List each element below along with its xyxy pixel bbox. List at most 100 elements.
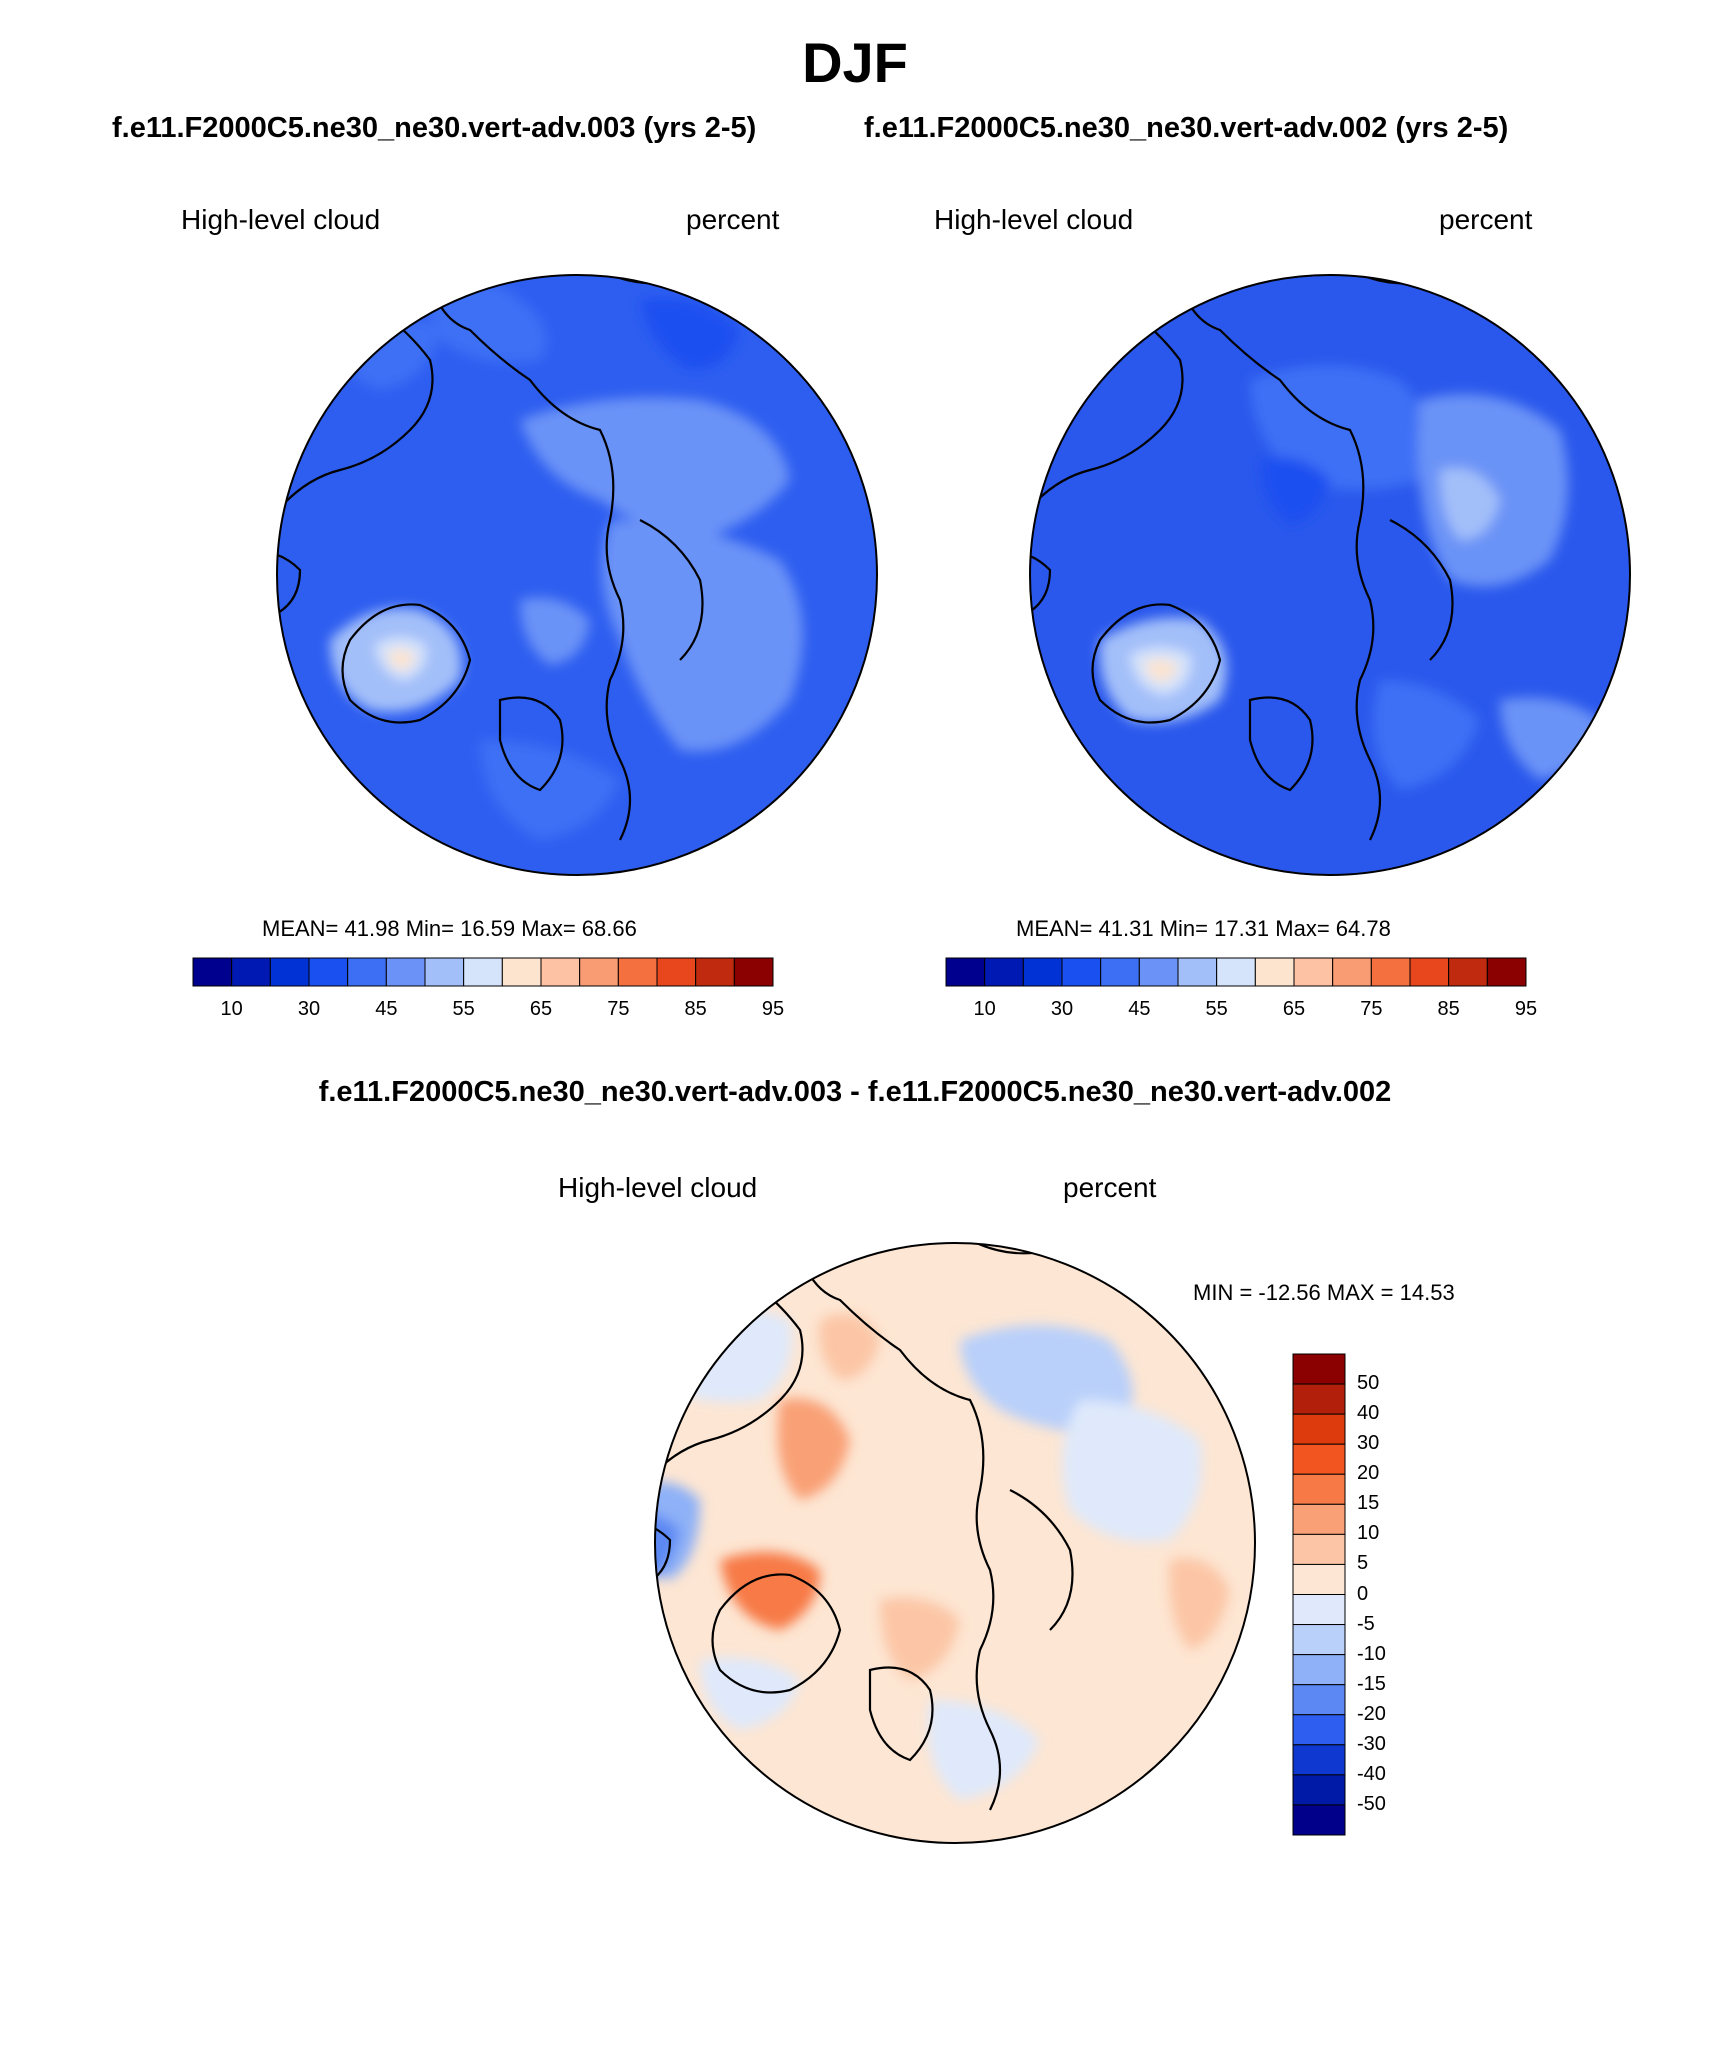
- panel-b-colorbar-cell: [1177, 957, 1218, 987]
- diff-colorbar-tick-label: 20: [1357, 1462, 1380, 1485]
- diff-colorbar-cell: [1292, 1744, 1346, 1776]
- panel-b-colorbar-cell: [1138, 957, 1179, 987]
- panel-b-colorbar-cell: [1061, 957, 1102, 987]
- panel-b-colorbar-tick-label: 85: [1437, 998, 1460, 1020]
- diff-colorbar-cell: [1292, 1774, 1346, 1806]
- panel-a-colorbar-cell: [385, 957, 426, 987]
- diff-stats: MIN = -12.56 MAX = 14.53: [1193, 1280, 1455, 1305]
- panel-a-colorbar-cell: [656, 957, 697, 987]
- diff-colorbar-cell: [1292, 1443, 1346, 1475]
- panel-a-colorbar-tick-label: 30: [297, 998, 321, 1020]
- panel-a-colorbar-tick-label: 75: [607, 998, 630, 1020]
- panel-b-colorbar-cell: [1216, 957, 1256, 987]
- panel-a-units: percent: [686, 204, 780, 235]
- panel-a-colorbar-cell: [579, 957, 619, 987]
- diff-units: percent: [1063, 1172, 1157, 1203]
- diff-colorbar-tick-label: -50: [1357, 1792, 1386, 1815]
- panel-b-colorbar-cell: [1409, 957, 1450, 987]
- diff-colorbar-cell: [1292, 1624, 1346, 1656]
- diff-colorbar-cell: [1292, 1563, 1346, 1595]
- diff-colorbar-cell: [1292, 1503, 1346, 1535]
- diff-colorbar-cell: [1292, 1413, 1346, 1445]
- panel-a-colorbar-cell: [269, 957, 310, 987]
- panel-b-colorbar-cell: [1293, 957, 1334, 987]
- panel-a-colorbar-tick-label: 95: [761, 998, 785, 1020]
- diff-colorbar-tick-label: 15: [1357, 1492, 1380, 1515]
- diff-colorbar-cell: [1292, 1804, 1346, 1836]
- diff-colorbar-tick-label: -5: [1357, 1612, 1375, 1635]
- panel-b-map: [1030, 275, 1630, 875]
- diff-colorbar-tick-label: -20: [1357, 1702, 1386, 1725]
- panel-b-colorbar-cell: [1100, 957, 1140, 987]
- panel-a-colorbar-tick-label: 55: [452, 998, 475, 1020]
- case-a-title: f.e11.F2000C5.ne30_ne30.vert-adv.003 (yr…: [112, 112, 757, 144]
- panel-a-colorbar-tick-label: 10: [220, 998, 243, 1020]
- panel-b-colorbar-cell: [1332, 957, 1372, 987]
- diff-colorbar-tick-label: 10: [1357, 1522, 1380, 1545]
- panel-b-units: percent: [1439, 204, 1533, 235]
- diff-colorbar-tick-label: 0: [1357, 1582, 1369, 1605]
- panel-a-border: [276, 274, 878, 876]
- panel-a-colorbar-cell: [231, 957, 271, 987]
- diff-title: f.e11.F2000C5.ne30_ne30.vert-adv.003 - f…: [318, 1076, 1392, 1108]
- diff-variable: High-level cloud: [558, 1172, 758, 1203]
- panel-b-stats: MEAN= 41.31 Min= 17.31 Max= 64.78: [1016, 916, 1391, 941]
- diff-colorbar-tick-label: -40: [1357, 1762, 1386, 1785]
- diff-colorbar: [1292, 1353, 1346, 1836]
- panel-b-colorbar-tick-label: 95: [1514, 998, 1538, 1020]
- panel-a-colorbar-cell: [617, 957, 658, 987]
- diff-colorbar-cell: [1292, 1533, 1346, 1565]
- diff-colorbar-cell: [1292, 1684, 1346, 1716]
- diff-colorbar-tick-label: 50: [1357, 1372, 1380, 1395]
- panel-a-colorbar-cell: [540, 957, 581, 987]
- panel-b-colorbar-tick-label: 65: [1282, 998, 1306, 1020]
- diff-colorbar-tick-label: -10: [1357, 1642, 1386, 1665]
- panel-b-colorbar-tick-label: 75: [1360, 998, 1383, 1020]
- panel-b-colorbar-cell: [1254, 957, 1295, 987]
- diff-map: [655, 1243, 1255, 1843]
- panel-a-colorbar-cell: [192, 957, 233, 987]
- panel-a-colorbar-cell: [424, 957, 465, 987]
- panel-b-colorbar-cell: [1486, 957, 1527, 987]
- panel-a-variable: High-level cloud: [181, 204, 381, 235]
- panel-a-map: [277, 275, 877, 875]
- panel-b-colorbar-tick-label: 55: [1205, 998, 1228, 1020]
- panel-b-variable: High-level cloud: [934, 204, 1134, 235]
- panel-a-colorbar-cell: [347, 957, 387, 987]
- panel-b-colorbar-cell: [1370, 957, 1411, 987]
- panel-b-colorbar-cell: [945, 957, 986, 987]
- panel-a-colorbar-cell: [463, 957, 503, 987]
- panel-b-colorbar-cell: [1448, 957, 1488, 987]
- diff-colorbar-cell: [1292, 1654, 1346, 1686]
- panel-a-colorbar-tick-label: 85: [684, 998, 707, 1020]
- panel-a-colorbar-tick-label: 45: [375, 998, 398, 1020]
- diff-colorbar-cell: [1292, 1383, 1346, 1415]
- panel-b-colorbar: [945, 957, 1527, 987]
- panel-a-colorbar: [192, 957, 774, 987]
- panel-a-colorbar-cell: [501, 957, 542, 987]
- panel-b-colorbar-cell: [984, 957, 1024, 987]
- panel-a-colorbar-tick-label: 65: [529, 998, 553, 1020]
- diff-colorbar-cell: [1292, 1353, 1346, 1385]
- diff-border: [654, 1242, 1256, 1844]
- main-title: DJF: [802, 31, 908, 94]
- diff-colorbar-tick-label: -15: [1357, 1672, 1386, 1695]
- panel-b-colorbar-tick-label: 30: [1050, 998, 1074, 1020]
- diff-colorbar-tick-label: 30: [1357, 1432, 1380, 1455]
- panel-b-colorbar-tick-label: 45: [1128, 998, 1151, 1020]
- diff-colorbar-cell: [1292, 1714, 1346, 1746]
- panel-a-colorbar-cell: [695, 957, 735, 987]
- panel-b-field: [1030, 275, 1630, 875]
- panel-b-colorbar-cell: [1022, 957, 1063, 987]
- diff-colorbar-tick-label: 5: [1357, 1552, 1369, 1575]
- panel-b-border: [1029, 274, 1631, 876]
- diff-colorbar-tick-label: 40: [1357, 1402, 1380, 1425]
- panel-a-colorbar-cell: [733, 957, 774, 987]
- diff-colorbar-tick-label: -30: [1357, 1732, 1386, 1755]
- diff-colorbar-cell: [1292, 1473, 1346, 1505]
- panel-a-colorbar-cell: [308, 957, 349, 987]
- diff-coastlines: [655, 1243, 1074, 1811]
- diff-colorbar-cell: [1292, 1594, 1346, 1626]
- panel-b-colorbar-tick-label: 10: [973, 998, 996, 1020]
